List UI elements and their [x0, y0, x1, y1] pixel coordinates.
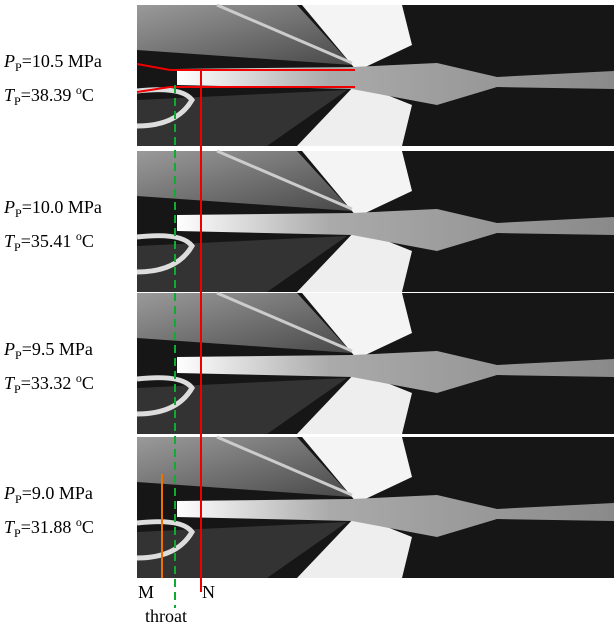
throat-label: throat [145, 606, 187, 626]
image-panel [137, 5, 614, 146]
pressure-symbol: P [3, 483, 15, 503]
celsius: C [82, 373, 94, 393]
temperature-value: =38.39 [21, 85, 76, 105]
pressure-label: PP=10.0 MPa [3, 197, 102, 220]
m-label: M [138, 582, 154, 602]
temperature-value: =35.41 [21, 231, 76, 251]
pressure-symbol: P [3, 51, 15, 71]
celsius: C [82, 85, 94, 105]
pressure-label: PP=9.0 MPa [3, 483, 93, 506]
celsius: C [82, 231, 94, 251]
panel-labels: P P =10.5 MPa TP=38.39 oC P P =10.0 MPa TP=35.4… [3, 51, 102, 540]
pressure-symbol: P [3, 339, 15, 359]
figure: P P =10.5 MPa TP=38.39 oC P P =10.0 MPa TP=35.4… [0, 0, 614, 626]
temperature-value: =33.32 [21, 373, 76, 393]
image-panels [137, 5, 614, 578]
pressure-label: PP=10.5 MPa [3, 51, 102, 74]
pressure-value: =9.0 MPa [22, 483, 93, 503]
celsius: C [82, 517, 94, 537]
pressure-symbol: P [3, 197, 15, 217]
temperature-label: TP=33.32 oC [4, 371, 94, 396]
n-label: N [202, 582, 215, 602]
pressure-label: PP=9.5 MPa [3, 339, 93, 362]
temperature-label: TP=38.39 oC [4, 83, 94, 108]
image-panel [137, 293, 614, 434]
image-panel [137, 437, 614, 578]
pressure-value: =10.0 MPa [22, 197, 102, 217]
pressure-value: =10.5 MPa [22, 51, 102, 71]
temperature-label: TP=35.41 oC [4, 229, 94, 254]
pressure-value: =9.5 MPa [22, 339, 93, 359]
temperature-value: =31.88 [21, 517, 76, 537]
image-panel [137, 151, 614, 292]
temperature-label: TP=31.88 oC [4, 515, 94, 540]
